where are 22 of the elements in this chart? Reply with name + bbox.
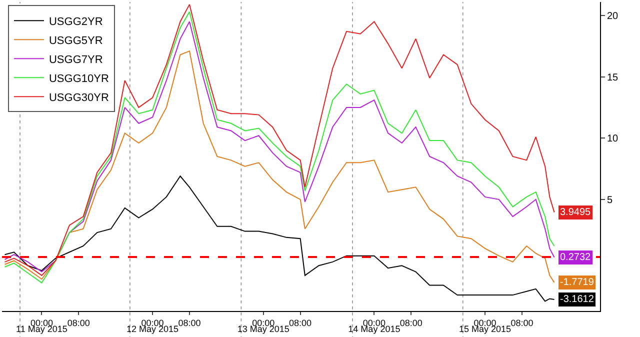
legend-label: USGG7YR (48, 54, 103, 66)
x-tick-label: 08:00 (400, 318, 422, 328)
y-tick-label: 20 (607, 10, 619, 22)
x-tick-label: 08:00 (510, 318, 534, 328)
x-tick-label: 00:00 (474, 318, 496, 328)
legend-label: USGG10YR (48, 72, 109, 85)
legend-label: USGG30YR (48, 92, 109, 104)
y-tick-label: 10 (607, 134, 619, 145)
line-series (4, 176, 555, 302)
legend-label: USGG2YR (48, 16, 103, 28)
x-tick-label: 08:00 (289, 318, 312, 328)
data-label: -1.7719 (560, 277, 594, 288)
x-tick-label: 00:00 (252, 318, 275, 328)
data-label: 0.2732 (560, 252, 592, 263)
x-tick-label: 08:00 (67, 318, 90, 328)
x-tick-label: 08:00 (178, 318, 201, 328)
y-tick-label: 5 (607, 194, 613, 206)
x-tick-label: 00:00 (141, 318, 164, 328)
data-label: 3.9495 (560, 207, 592, 218)
y-tick-label: 15 (607, 72, 619, 84)
data-label: -3.1612 (560, 294, 594, 305)
legend-label: USGG5YR (48, 34, 103, 47)
